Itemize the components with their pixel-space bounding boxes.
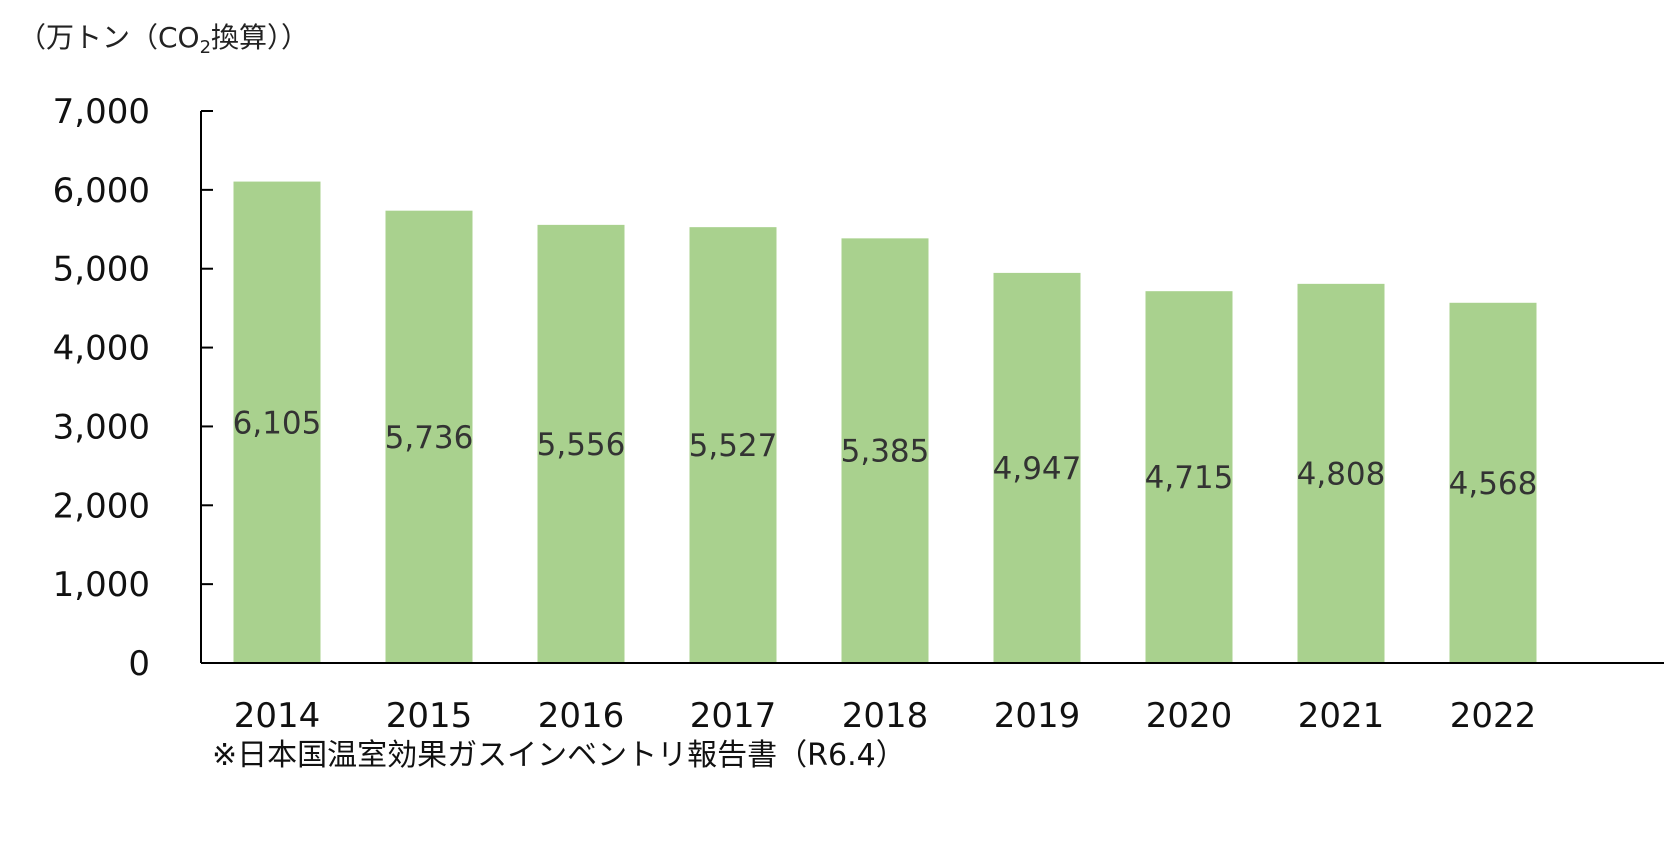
x-tick-label-2021: 2021 (1298, 696, 1385, 736)
data-label-2017: 5,527 (689, 428, 778, 464)
x-axis: 2014 2015 2016 2017 2018 2019 2020 2021 2022 (201, 662, 1664, 736)
data-label-2016: 5,556 (537, 427, 626, 463)
data-label-2018: 5,385 (841, 434, 930, 470)
x-tick-label-2016: 2016 (538, 696, 625, 736)
y-tick-label: 5,000 (53, 250, 150, 290)
x-tick-label-2014: 2014 (234, 696, 321, 736)
bar-2022 (1449, 302, 1537, 663)
data-label-2021: 4,808 (1297, 456, 1386, 492)
y-tick-label: 3,000 (53, 407, 150, 447)
bar-2018 (841, 238, 929, 663)
bars-group (233, 181, 1537, 664)
source-note: ※日本国温室効果ガスインベントリ報告書（R6.4） (212, 738, 906, 773)
x-tick-label-2022: 2022 (1450, 696, 1537, 736)
y-axis-unit-label: （万トン（CO2換算）） (18, 21, 310, 58)
x-tick-label-2017: 2017 (690, 696, 777, 736)
y-tick-label: 1,000 (53, 565, 150, 605)
y-tick-label: 6,000 (53, 171, 150, 211)
data-label-2014: 6,105 (233, 405, 322, 441)
y-tick-label: 7,000 (53, 92, 150, 132)
y-tick-label: 0 (128, 644, 150, 684)
data-label-2015: 5,736 (385, 420, 474, 456)
y-tick-label: 4,000 (53, 329, 150, 369)
data-label-2019: 4,947 (993, 451, 1082, 487)
bar-2020 (1145, 291, 1233, 663)
value-labels-group: 6,105 5,736 5,556 5,527 5,385 4,947 4,715 4,808… (233, 405, 1538, 502)
bar-2015 (385, 210, 473, 664)
data-label-2020: 4,715 (1145, 460, 1234, 496)
bar-2014 (233, 181, 321, 663)
x-tick-label-2020: 2020 (1146, 696, 1233, 736)
x-tick-label-2018: 2018 (842, 696, 929, 736)
x-tick-label-2019: 2019 (994, 696, 1081, 736)
data-label-2022: 4,568 (1449, 466, 1538, 502)
x-tick-label-2015: 2015 (386, 696, 473, 736)
bar-2021 (1297, 283, 1385, 663)
bar-2016 (537, 224, 625, 663)
bar-2017 (689, 227, 777, 664)
y-tick-label: 2,000 (53, 486, 150, 526)
bar-2019 (993, 272, 1081, 663)
y-axis: 0 1,000 2,000 3,000 4,000 5,000 6,000 7,000 (53, 92, 213, 684)
